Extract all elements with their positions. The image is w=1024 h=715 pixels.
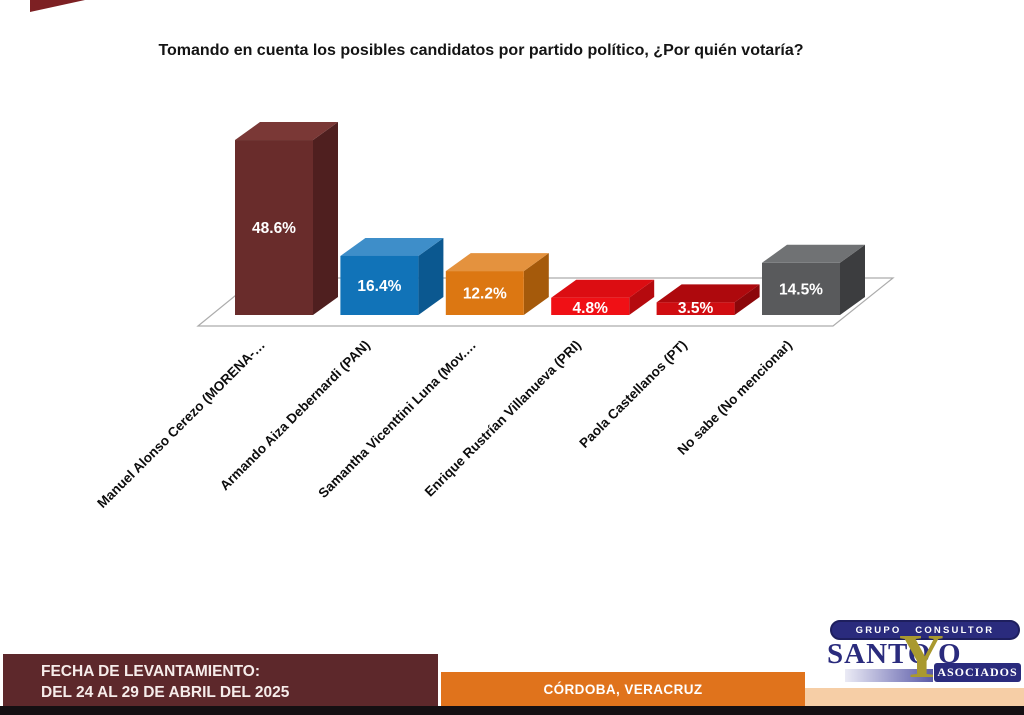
bar-chart: 48.6% 16.4% 12.2% 4.8% 3.5% 14.5% — [196, 122, 895, 327]
bar-top-face — [551, 279, 655, 298]
fieldwork-line2: DEL 24 AL 29 DE ABRIL DEL 2025 — [41, 684, 290, 701]
peach-bar — [805, 688, 1024, 706]
logo-subtitle: ASOCIADOS — [937, 665, 1018, 679]
bar-front-face — [340, 255, 419, 315]
logo-tagline-pill: GRUPO CONSULTOR — [830, 620, 1020, 640]
bar-side-face — [629, 279, 655, 315]
logo-subtitle-box: ASOCIADOS — [934, 663, 1021, 682]
bottom-bar — [0, 706, 1024, 715]
santoyo-logo: GRUPO CONSULTOR SANTO Y O ASOCIADOS — [820, 614, 1024, 706]
bar-side-face — [734, 284, 760, 315]
bars-group: 48.6% 16.4% 12.2% 4.8% 3.5% 14.5% — [235, 122, 865, 317]
bar-front-face — [235, 140, 313, 315]
location-label: CÓRDOBA, VERACRUZ — [543, 681, 703, 697]
logo-name-right: O — [938, 638, 961, 670]
bar-value-label: 14.5% — [779, 281, 823, 298]
bar-front-face — [762, 262, 840, 315]
bar-value-label: 3.5% — [678, 300, 714, 317]
fieldwork-box: FECHA DE LEVANTAMIENTO: DEL 24 AL 29 DE … — [3, 654, 438, 706]
bar-top-face — [340, 237, 444, 256]
bar-value-label: 12.2% — [463, 286, 507, 303]
bar-side-face — [313, 122, 338, 315]
bar-top-face — [445, 253, 549, 272]
bar-side-face — [418, 237, 444, 315]
fieldwork-line1: FECHA DE LEVANTAMIENTO: — [41, 663, 261, 680]
logo-gradient-bar — [845, 669, 933, 682]
bar-front-face — [445, 271, 524, 315]
logo-tagline: GRUPO CONSULTOR — [855, 624, 995, 636]
bar-top-face — [235, 122, 338, 141]
bar-front-face — [656, 302, 735, 315]
bar-top-face — [762, 244, 865, 263]
bar-side-face — [523, 253, 549, 315]
logo-name-left: SANTO — [827, 638, 932, 670]
location-box: CÓRDOBA, VERACRUZ — [441, 672, 805, 706]
bar-value-label: 48.6% — [252, 220, 296, 237]
bar-value-label: 16.4% — [357, 278, 401, 295]
bar-value-label: 4.8% — [573, 300, 609, 317]
logo-name-y: Y — [899, 623, 944, 691]
bar-front-face — [551, 297, 630, 315]
chart-title: Tomando en cuenta los posibles candidato… — [158, 42, 804, 59]
bar-side-face — [840, 244, 865, 315]
bar-top-face — [656, 284, 760, 303]
